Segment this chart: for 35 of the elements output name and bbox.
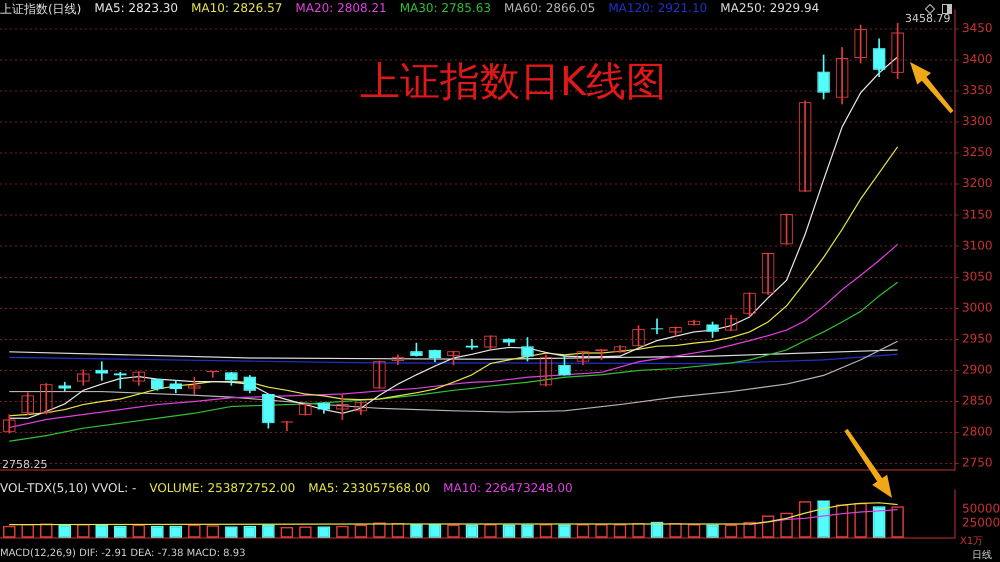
y-tick-label: 3150 [962, 207, 993, 222]
text: MA250: 2929.94 [720, 1, 820, 17]
y-tick-label: 25000 [962, 516, 1000, 530]
text: 日线 [972, 548, 992, 562]
y-tick-label: 3250 [962, 145, 993, 160]
y-tick-label: 2800 [962, 424, 993, 439]
text: MA10: 226473248.00 [443, 481, 573, 495]
y-tick-label: 2750 [962, 456, 993, 470]
y-tick-label: 50000 [962, 501, 1000, 516]
text: MA30: 2785.63 [400, 1, 491, 17]
annotation: 2758.25 [2, 458, 48, 471]
y-tick-label: 3050 [962, 269, 993, 284]
text: MA120: 2921.10 [608, 1, 708, 17]
y-tick-label: 2900 [962, 362, 993, 377]
y-tick-label: 3400 [962, 52, 993, 66]
annotation: VOLUME: 253872752.00 [149, 481, 296, 495]
text: MACD(12,26,9) DIF: -2.91 DEA: -7.38 MACD: 8.93 [0, 548, 246, 561]
y-tick-label: 3450 [962, 20, 993, 35]
text: MA20: 2808.21 [295, 1, 387, 17]
text: MA10: 2826.57 [191, 1, 282, 17]
text: MA5: 2823.30 [94, 1, 178, 17]
y-tick-label: 3200 [962, 176, 993, 190]
chart-title: VOL-TDX(5,10) VVOL: - [0, 481, 136, 495]
y-tick-label: 3350 [962, 83, 993, 98]
text: MA60: 2866.05 [504, 1, 596, 17]
text: MA5: 233057568.00 [308, 481, 430, 495]
y-axis-title: X1万 [960, 535, 984, 548]
y-tick-label: 2950 [962, 332, 993, 346]
y-tick-label: 2850 [962, 394, 993, 408]
y-tick-label: 3300 [962, 114, 993, 128]
y-tick-label: 3000 [962, 300, 993, 314]
text: 上证指数日K线图 [360, 58, 666, 107]
chart-subtitle: 上证指数(日线) [0, 1, 82, 18]
annotation: 3458.79 [905, 12, 950, 25]
y-tick-label: 3100 [962, 238, 993, 252]
